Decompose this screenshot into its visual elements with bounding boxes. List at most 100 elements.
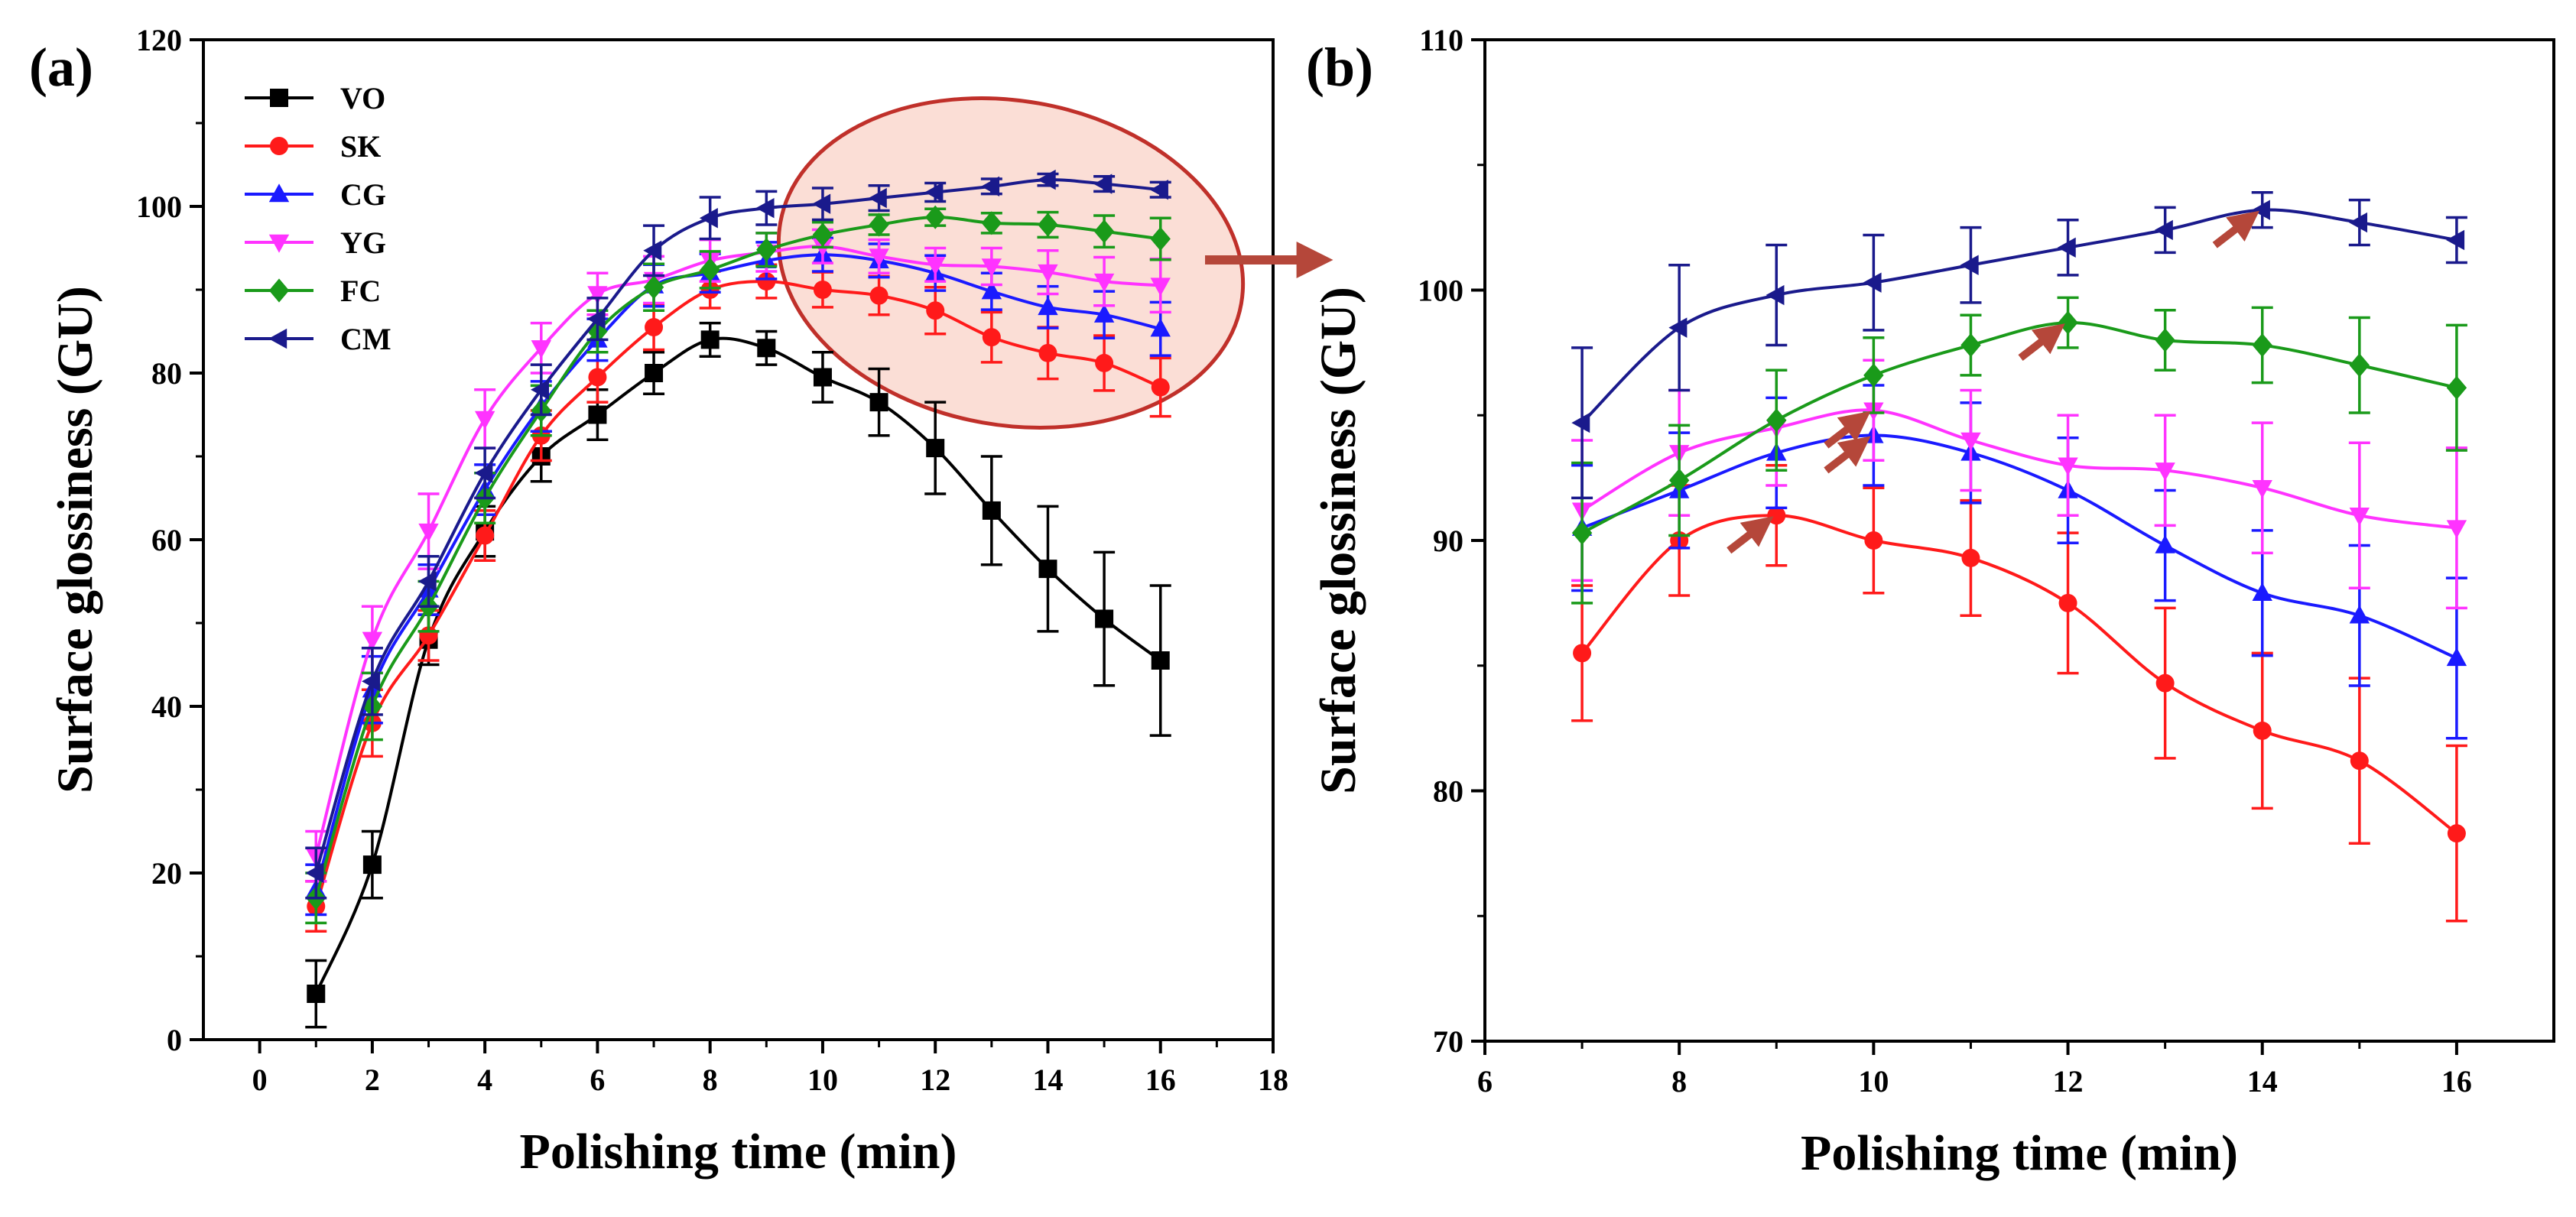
x-tick-label: 8 — [703, 1063, 718, 1097]
point-sk — [1151, 378, 1170, 397]
point-cg — [1150, 318, 1171, 337]
point-cm — [417, 571, 437, 592]
x-axis-title: Polishing time (min) — [520, 1124, 957, 1180]
point-yg — [1150, 277, 1171, 297]
legend-label-vo: VO — [340, 81, 385, 115]
line-cg — [1581, 433, 2457, 660]
x-tick-label: 2 — [365, 1063, 380, 1097]
legend-marker-cm — [268, 328, 287, 349]
zoom-region-highlight — [776, 96, 1246, 430]
point-fc — [643, 275, 664, 300]
point-vo — [869, 393, 888, 412]
point-cg — [2349, 605, 2370, 624]
y-tick-label: 20 — [151, 856, 182, 891]
legend-marker-sk — [270, 137, 288, 155]
point-cm — [362, 671, 381, 692]
legend: VO SK CG YG FC CM — [245, 81, 391, 356]
x-tick-label: 16 — [1145, 1063, 1176, 1097]
point-sk — [1864, 531, 1883, 550]
point-cm — [924, 182, 944, 203]
point-yg — [474, 411, 495, 430]
y-tick-label: 100 — [1418, 274, 1463, 308]
point-cm — [981, 176, 1000, 197]
point-cm — [812, 193, 831, 214]
point-vo — [1151, 651, 1170, 670]
point-yg — [2058, 457, 2078, 476]
line-yg — [314, 245, 1161, 857]
point-yg — [2252, 480, 2272, 499]
point-sk — [1961, 548, 1980, 567]
legend-marker-yg — [268, 234, 290, 253]
point-yg — [2349, 508, 2370, 527]
plot-frame — [1483, 38, 2555, 1043]
point-vo — [588, 405, 607, 424]
point-sk — [926, 301, 945, 320]
series-fc — [1571, 296, 2467, 605]
x-tick-label: 6 — [1477, 1064, 1493, 1099]
point-cm — [1093, 174, 1113, 194]
legend-label-sk: SK — [340, 129, 381, 164]
point-fc — [1571, 521, 1593, 545]
point-cm — [755, 197, 775, 219]
point-cm — [586, 308, 606, 329]
point-fc — [1766, 408, 1787, 433]
point-yg — [925, 257, 946, 276]
line-cm — [1580, 208, 2457, 424]
point-yg — [981, 258, 1002, 277]
point-sk — [588, 368, 607, 387]
legend-label-cm: CM — [340, 322, 391, 356]
point-yg — [2155, 462, 2175, 482]
point-fc — [2155, 328, 2175, 352]
y-tick-label: 60 — [151, 523, 182, 557]
line-sk — [1580, 514, 2458, 835]
point-fc — [1863, 363, 1884, 388]
point-fc — [981, 211, 1002, 235]
line-fc — [1581, 321, 2457, 534]
point-sk — [757, 272, 776, 291]
point-cm — [474, 462, 493, 483]
x-tick-label: 12 — [920, 1063, 950, 1097]
point-yg — [362, 631, 383, 651]
panel-b: 6 8 10 12 14 16 70 80 90 100 110 Polishing time (mi… — [1306, 23, 2555, 1181]
point-fc — [1960, 333, 1981, 358]
point-cm — [868, 187, 887, 209]
y-tick-label: 0 — [167, 1023, 182, 1057]
x-axis-title: Polishing time (min) — [1801, 1125, 2238, 1181]
panel-label: (b) — [1306, 37, 1373, 98]
point-fc — [700, 258, 720, 282]
series-sk — [1571, 464, 2467, 923]
point-yg — [587, 286, 608, 305]
legend-label-fc: FC — [340, 274, 381, 308]
panel-label: (a) — [29, 37, 93, 98]
y-axis-title: Surface glossiness (GU) — [47, 286, 103, 793]
point-fc — [756, 238, 777, 262]
point-sk — [813, 281, 832, 299]
point-fc — [1038, 213, 1058, 237]
y-tick-label: 40 — [151, 690, 182, 724]
point-cm — [2251, 200, 2270, 220]
x-tick-label: 16 — [2441, 1064, 2472, 1099]
series-yg — [1571, 359, 2467, 610]
point-fc — [2349, 353, 2370, 378]
point-vo — [700, 330, 720, 349]
point-cm — [305, 862, 324, 884]
line-vo — [314, 336, 1161, 995]
point-vo — [982, 501, 1001, 520]
series-cg — [1571, 384, 2467, 740]
y-tick-label: 120 — [136, 23, 182, 57]
point-cm — [1960, 255, 1979, 275]
annotation-arrow-cg — [1824, 436, 1871, 474]
point-cg — [981, 281, 1002, 300]
point-vo — [813, 368, 832, 387]
point-cm — [1571, 412, 1590, 433]
point-cm — [2349, 212, 2368, 233]
point-sk — [1573, 644, 1592, 663]
point-cm — [530, 379, 549, 400]
point-cm — [1766, 284, 1785, 306]
point-fc — [1668, 468, 1690, 492]
point-vo — [307, 985, 326, 1004]
point-cg — [2155, 534, 2175, 553]
point-cg — [1093, 303, 1115, 323]
y-tick-label: 110 — [1419, 23, 1463, 57]
legend-marker-fc — [268, 278, 290, 303]
